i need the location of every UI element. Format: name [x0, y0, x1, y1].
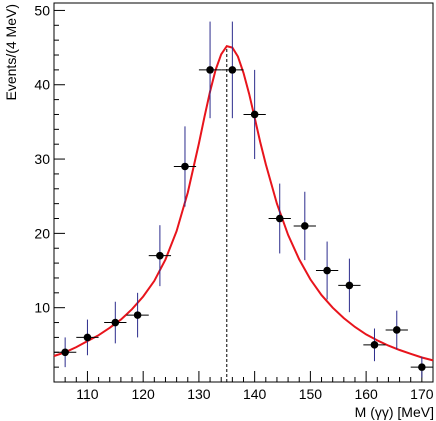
data-point-group — [76, 319, 99, 356]
data-point — [206, 66, 214, 74]
data-point-group — [385, 310, 408, 350]
data-point — [83, 333, 92, 342]
x-tick-label: 160 — [354, 386, 378, 402]
data-point — [61, 348, 69, 357]
y-tick-label: 20 — [34, 225, 50, 241]
fit-curve — [53, 44, 434, 362]
data-points-group — [54, 21, 433, 378]
data-point — [181, 162, 189, 171]
data-point-group — [363, 328, 386, 362]
data-point — [418, 363, 426, 371]
data-point-group — [54, 337, 77, 368]
data-point-group — [243, 69, 266, 160]
data-point — [250, 110, 259, 119]
data-point — [345, 281, 354, 290]
data-point-group — [173, 126, 197, 207]
x-tick-label: 140 — [243, 386, 267, 402]
x-tick-label: 130 — [187, 386, 211, 402]
data-point — [392, 326, 401, 334]
plot-frame — [53, 2, 434, 383]
x-tick-label: 150 — [299, 386, 323, 402]
data-point — [133, 311, 142, 319]
data-point-group — [104, 301, 127, 344]
y-tick-label: 40 — [34, 77, 50, 93]
data-point — [156, 251, 164, 260]
fit-curve-group — [53, 44, 434, 362]
data-point-group — [148, 225, 172, 287]
data-point — [370, 341, 379, 349]
y-axis-title: Events/(4 MeV) — [3, 4, 19, 100]
data-point — [323, 266, 331, 275]
y-tick-label: 10 — [34, 300, 50, 316]
data-point-group — [221, 21, 244, 119]
axis-ticks — [53, 9, 434, 382]
data-point — [275, 214, 284, 223]
data-point-group — [198, 21, 222, 119]
data-point-group — [338, 258, 361, 313]
data-point — [301, 222, 309, 230]
data-point-group — [410, 356, 433, 378]
data-point-group — [126, 292, 149, 338]
plot-frame-rect — [53, 2, 434, 383]
data-point-group — [293, 191, 316, 261]
y-tick-label: 30 — [34, 151, 50, 167]
x-axis-title: M (γγ) [MeV] — [355, 404, 434, 420]
data-point — [228, 66, 237, 74]
y-tick-label: 50 — [34, 2, 50, 18]
tick-labels-group: 110 120 130 140 150 160 170 10 20 30 40 50 — [34, 2, 433, 402]
data-point-group — [315, 241, 339, 300]
x-tick-label: 110 — [76, 386, 99, 402]
data-point — [111, 318, 120, 327]
x-tick-label: 120 — [131, 386, 155, 402]
data-point-group — [268, 183, 291, 254]
x-tick-label: 170 — [410, 386, 434, 402]
